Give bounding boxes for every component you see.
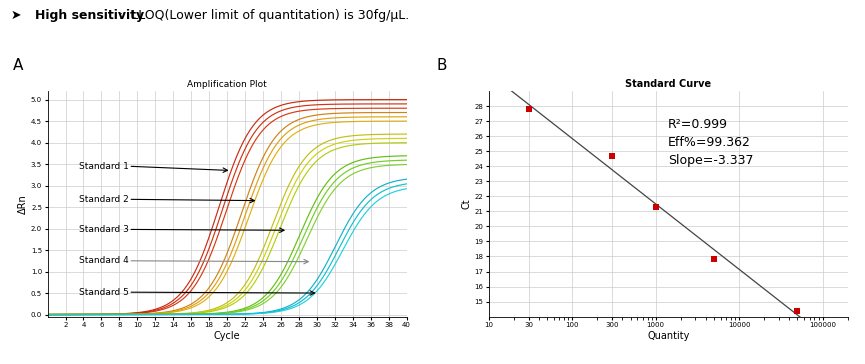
X-axis label: Quantity: Quantity [647, 331, 689, 341]
Text: Standard 2: Standard 2 [79, 195, 129, 204]
Text: R²=0.999
Eff%=99.362
Slope=-3.337: R²=0.999 Eff%=99.362 Slope=-3.337 [669, 118, 753, 167]
Text: Standard 1: Standard 1 [79, 162, 129, 171]
Text: Standard 4: Standard 4 [79, 256, 129, 265]
X-axis label: Cycle: Cycle [214, 331, 240, 341]
Point [606, 154, 619, 159]
Text: Standard 5: Standard 5 [79, 288, 129, 297]
Point [707, 256, 721, 262]
Text: High sensitivity: High sensitivity [35, 9, 144, 22]
Point [649, 204, 663, 210]
Y-axis label: ΔRn: ΔRn [18, 194, 28, 214]
Text: :  LLOQ(Lower limit of quantitation) is 30fg/μL.: : LLOQ(Lower limit of quantitation) is 3… [119, 9, 410, 22]
Title: Amplification Plot: Amplification Plot [187, 80, 267, 89]
Text: B: B [437, 58, 447, 73]
Y-axis label: Ct: Ct [461, 198, 471, 209]
Text: A: A [13, 58, 23, 73]
Point [791, 309, 804, 314]
Title: Standard Curve: Standard Curve [625, 79, 711, 89]
Point [522, 106, 535, 112]
Text: ➤: ➤ [10, 9, 21, 22]
Text: Standard 3: Standard 3 [79, 225, 129, 234]
